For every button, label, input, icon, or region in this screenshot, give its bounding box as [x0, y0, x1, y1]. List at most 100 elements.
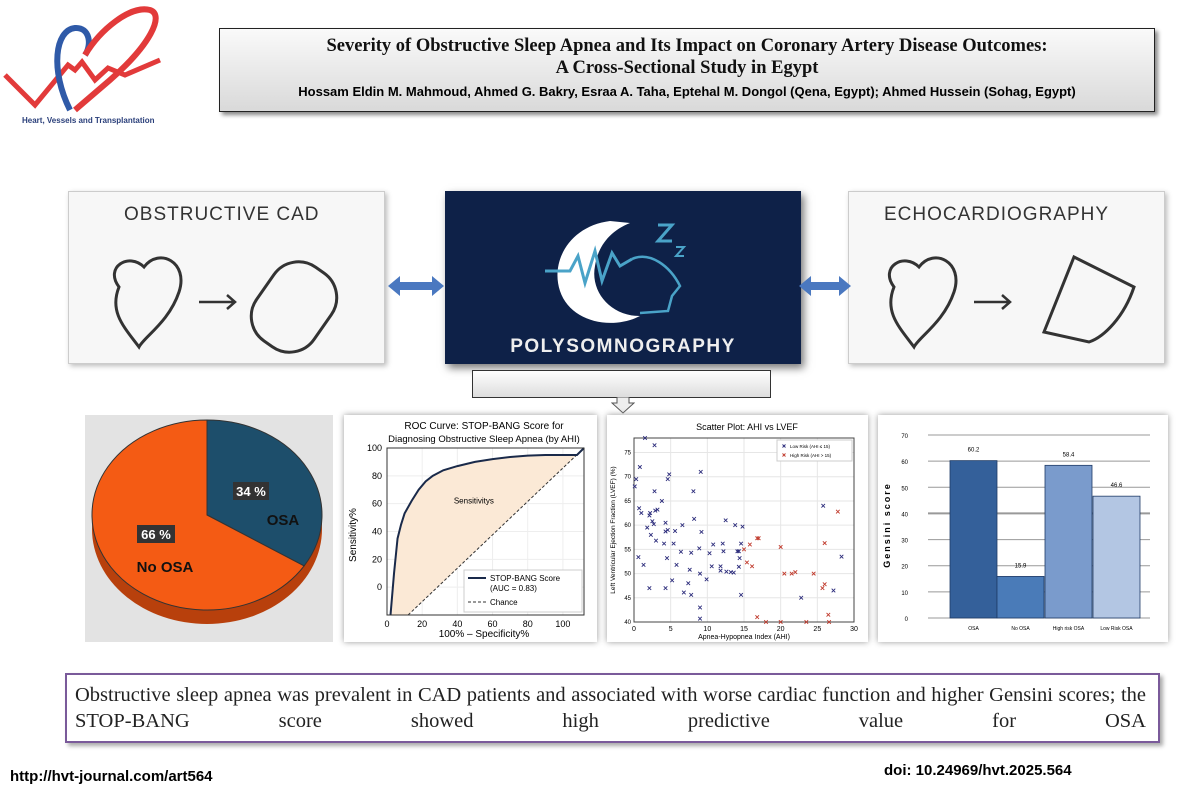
chance-line — [407, 447, 585, 616]
y-tick-label: 60 — [901, 460, 908, 466]
title-box: Severity of Obstructive Sleep Apnea and … — [219, 28, 1155, 112]
doi: doi: 10.24969/hvt.2025.564 — [884, 762, 1072, 779]
y-tick-label: 20 — [372, 554, 382, 564]
legend-box — [776, 439, 853, 462]
data-point — [680, 523, 685, 528]
y-tick-label: 75 — [624, 451, 631, 457]
data-point — [740, 524, 745, 529]
data-point — [670, 578, 675, 583]
data-point — [789, 571, 794, 576]
data-point — [647, 585, 652, 591]
data-point — [778, 544, 783, 550]
data-point — [664, 555, 670, 561]
data-point — [826, 619, 832, 625]
y-axis-label: Gensini score — [882, 482, 892, 568]
authors: Hossam Eldin M. Mahmoud, Ahmed G. Bakry,… — [298, 84, 1076, 99]
data-point — [749, 564, 755, 569]
data-point — [672, 528, 678, 534]
y-tick-label: 100 — [367, 443, 382, 453]
y-tick-label: 60 — [624, 523, 631, 529]
panel-title: POLYSOMNOGRAPHY — [510, 336, 736, 357]
panel-obstructive-cad: OBSTRUCTIVE CAD — [68, 191, 385, 364]
x-tick-label: 30 — [850, 626, 858, 633]
data-point — [709, 564, 714, 569]
double-arrow-icon — [799, 276, 851, 296]
data-point — [636, 554, 641, 560]
legend-label: OSA — [968, 626, 979, 632]
article-url[interactable]: http://hvt-journal.com/art564 — [10, 768, 213, 785]
bar-value-label: 46.6 — [1111, 483, 1123, 489]
data-point — [736, 549, 741, 554]
legend-label: Low Risk OSA — [1100, 626, 1133, 632]
data-point — [659, 498, 664, 504]
y-tick-label: 10 — [901, 591, 908, 597]
data-point — [721, 549, 726, 554]
panel-polysomnography: POLYSOMNOGRAPHY — [445, 191, 801, 364]
conclusion-box: Obstructive sleep apnea was prevalent in… — [65, 673, 1160, 743]
data-point — [741, 547, 747, 552]
legend-label: High risk OSA — [1053, 626, 1085, 632]
x-tick-label: 10 — [703, 626, 711, 633]
x-axis-label: 100% – Specificity% — [439, 629, 530, 640]
data-point — [648, 532, 653, 537]
y-tick-label: 45 — [624, 596, 631, 602]
data-point — [756, 536, 761, 541]
legend-label: Chance — [490, 598, 518, 607]
data-point — [723, 518, 728, 523]
y-tick-label: 55 — [624, 547, 631, 553]
x-tick-label: 60 — [488, 619, 498, 629]
roc-chart: ROC Curve: STOP-BANG Score for Diagnosing… — [344, 415, 597, 642]
logo-text: Heart, Vessels and Transplantation — [22, 116, 155, 125]
data-point — [697, 616, 703, 621]
data-point — [839, 554, 844, 559]
data-point — [687, 567, 692, 572]
data-point — [822, 540, 827, 546]
data-point — [661, 541, 667, 546]
y-tick-label: 70 — [901, 434, 908, 440]
journal-logo — [3, 6, 161, 113]
data-point — [755, 615, 760, 620]
data-point — [645, 525, 650, 530]
data-point — [637, 506, 642, 511]
data-point — [686, 581, 691, 586]
y-tick-label: 30 — [901, 539, 908, 545]
data-point — [648, 510, 653, 516]
data-point — [735, 549, 740, 554]
data-point — [671, 541, 676, 546]
data-point — [793, 570, 798, 575]
double-arrow-icon — [388, 276, 444, 296]
data-point — [697, 546, 702, 551]
data-point — [821, 503, 826, 508]
y-tick-label: 40 — [624, 620, 631, 626]
y-tick-label: 60 — [372, 499, 382, 509]
data-point — [665, 477, 670, 482]
data-point — [826, 612, 831, 617]
panel-title: ECHOCARDIOGRAPHY — [884, 204, 1110, 225]
data-point — [763, 619, 769, 625]
data-point — [697, 605, 703, 610]
chart-title: Scatter Plot: AHI vs LVEF — [696, 422, 798, 432]
y-tick-label: 50 — [901, 486, 908, 492]
pie-label-osa: OSA — [267, 512, 300, 529]
bar — [996, 576, 1045, 619]
data-point — [650, 519, 655, 524]
title-line-2: A Cross-Sectional Study in Egypt — [555, 58, 819, 78]
bar-value-label: 58.4 — [1063, 452, 1075, 458]
pie-chart: 34 %OSA 66 % No OSA — [85, 415, 333, 642]
legend-label: No OSA — [1011, 626, 1030, 632]
data-point — [835, 509, 840, 514]
data-point — [642, 435, 648, 441]
data-point — [653, 538, 659, 543]
data-point — [692, 516, 697, 521]
auc-area — [390, 448, 584, 615]
data-point — [663, 520, 668, 525]
pie-label-bg — [137, 525, 175, 543]
data-point — [822, 582, 827, 587]
data-point — [820, 585, 825, 591]
data-point — [782, 571, 787, 576]
data-point — [663, 585, 668, 591]
connector-bar — [472, 370, 771, 398]
x-tick-label: 15 — [740, 626, 748, 633]
roc-curve — [389, 447, 585, 616]
plot-frame — [633, 437, 855, 623]
